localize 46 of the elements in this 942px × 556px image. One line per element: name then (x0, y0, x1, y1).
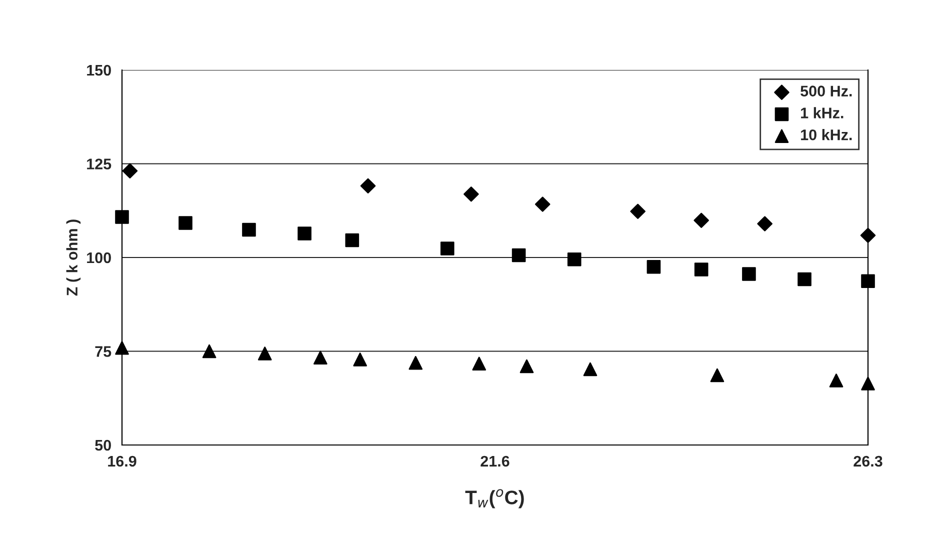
point (178, 216, 192, 230)
point (829, 374, 844, 388)
point (583, 362, 598, 376)
point (122, 163, 138, 179)
point (242, 222, 256, 237)
y-tick-label: 75 (95, 346, 112, 357)
point (757, 216, 772, 232)
point (440, 242, 454, 256)
point (694, 212, 709, 228)
y-tick-label: 50 (95, 440, 111, 451)
point (630, 204, 646, 220)
point (258, 346, 272, 360)
point (694, 262, 708, 276)
y-tick-label: 100 (87, 252, 111, 264)
x-tick-label: 16.9 (108, 456, 136, 467)
point (520, 359, 534, 374)
point (345, 233, 360, 248)
point (860, 228, 876, 244)
point (742, 267, 756, 281)
legend-label: 10 kHz. (801, 129, 852, 140)
point (861, 376, 875, 390)
y-tick-label: 125 (87, 158, 112, 170)
point (353, 352, 367, 366)
x-tick-label: 21.6 (480, 456, 510, 467)
y-axis-title: Z ( k ohm ) (66, 220, 81, 296)
x-axis-title: T$_{w}$($^{o}$C) (465, 489, 524, 508)
point (115, 340, 129, 355)
x-tick-label: 26.3 (854, 456, 882, 467)
point (472, 356, 486, 371)
point (298, 226, 312, 240)
point (798, 272, 812, 286)
point (710, 368, 724, 382)
point (408, 356, 423, 370)
point (360, 178, 376, 194)
legend-label: 500 Hz. (800, 86, 852, 96)
point (115, 210, 129, 224)
point (314, 350, 328, 365)
point (861, 274, 875, 288)
point (567, 252, 582, 266)
point (512, 248, 526, 262)
point (534, 196, 550, 212)
point (202, 344, 216, 358)
point (464, 186, 479, 202)
legend-label: 1 kHz. (801, 107, 844, 118)
point (646, 260, 661, 274)
y-tick-label: 150 (87, 64, 111, 76)
